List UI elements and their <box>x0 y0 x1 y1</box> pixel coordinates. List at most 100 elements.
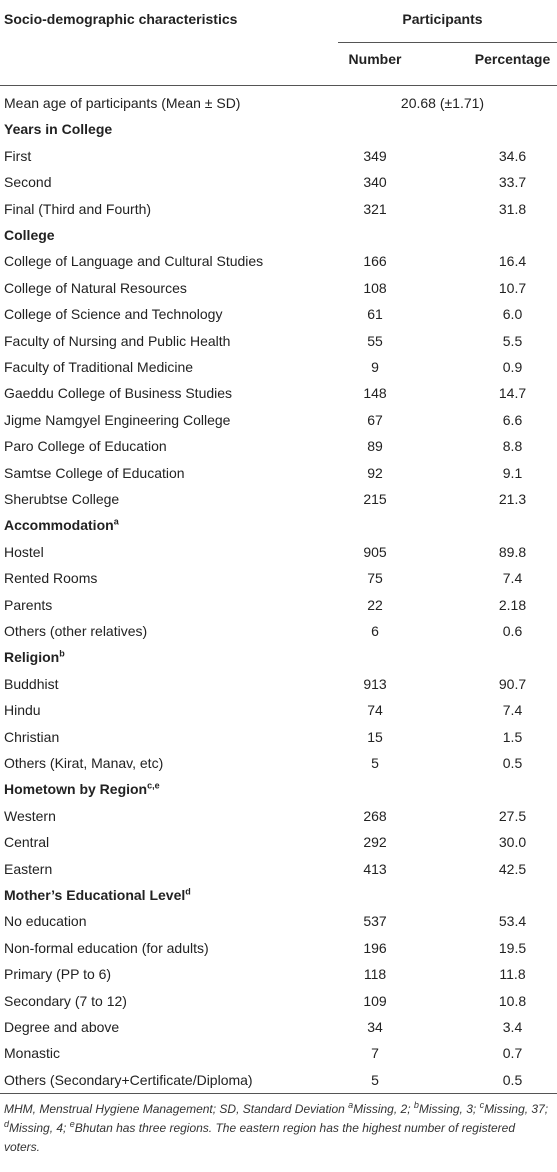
heading-sup: b <box>59 648 65 659</box>
footnote-sup: b <box>413 1100 419 1110</box>
footnote-text: Missing, 2; <box>353 1102 414 1116</box>
row-percentage: 9.1 <box>502 464 523 481</box>
row-label: College of Natural Resources <box>4 279 187 296</box>
table-row: Faculty of Nursing and Public Health 55 5.… <box>0 328 557 354</box>
section-heading: Years in College <box>4 116 112 142</box>
row-label: Samtse College of Education <box>4 464 185 481</box>
row-percentage: 31.8 <box>498 200 527 217</box>
row-label: Faculty of Nursing and Public Health <box>4 332 231 349</box>
heading-text: Hometown by Region <box>4 781 148 798</box>
row-percentage: 30.0 <box>498 834 527 851</box>
table-row: Others (Kirat, Manav, etc) 5 0.5 <box>0 750 557 776</box>
table-row: Sherubtse College 215 21.3 <box>0 486 557 512</box>
table-row: Final (Third and Fourth) 321 31.8 <box>0 196 557 222</box>
row-number: 89 <box>367 438 383 455</box>
row-number: 321 <box>363 200 387 217</box>
row-number: 61 <box>367 306 383 323</box>
table-row: Gaeddu College of Business Studies 148 14.… <box>0 380 557 406</box>
row-label: College of Language and Cultural Studies <box>4 253 264 270</box>
table-row: Buddhist 913 90.7 <box>0 671 557 697</box>
row-number: 340 <box>363 174 387 191</box>
row-percentage: 10.8 <box>498 992 527 1009</box>
table-row: Hindu 74 7.4 <box>0 697 557 723</box>
header-percentage: Percentage <box>474 51 551 67</box>
row-percentage: 11.8 <box>499 966 526 983</box>
section-heading: College <box>4 222 55 248</box>
row-percentage: 8.8 <box>502 438 523 455</box>
table-row: Primary (PP to 6) 118 11.8 <box>0 961 557 987</box>
row-number: 108 <box>363 279 387 296</box>
row-percentage: 0.7 <box>502 1045 523 1062</box>
row-percentage: 53.4 <box>498 913 527 930</box>
row-percentage: 1.5 <box>502 728 523 745</box>
table-row: Secondary (7 to 12) 109 10.8 <box>0 988 557 1014</box>
row-label: College of Science and Technology <box>4 306 223 323</box>
row-label: Others (other relatives) <box>4 623 148 639</box>
row-label: No education <box>4 913 87 930</box>
row-percentage: 0.9 <box>502 359 523 375</box>
row-number: 5 <box>371 755 379 771</box>
table-row: Religionb <box>0 644 557 670</box>
row-label: Sherubtse College <box>4 491 120 507</box>
footnote-text: Missing, 37; <box>484 1102 549 1116</box>
table-row: Hometown by Regionc,e <box>0 776 557 802</box>
row-number: 109 <box>363 992 387 1009</box>
table-row: College of Natural Resources 108 10.7 <box>0 275 557 301</box>
table-row: Non-formal education (for adults) 196 19.5 <box>0 935 557 961</box>
row-label: Faculty of Traditional Medicine <box>4 359 194 375</box>
table-row: Rented Rooms 75 7.4 <box>0 565 557 591</box>
row-percentage: 0.5 <box>502 1071 523 1088</box>
heading-sup: c,e <box>147 780 160 791</box>
group-rule <box>338 42 557 43</box>
table-row: Others (other relatives) 6 0.6 <box>0 618 557 644</box>
row-label: Final (Third and Fourth) <box>4 200 152 217</box>
row-label: Others (Secondary+Certificate/Diploma) <box>4 1071 253 1088</box>
row-label: Jigme Namgyel Engineering College <box>4 411 231 428</box>
header-group: Participants <box>402 11 483 27</box>
row-number: 215 <box>363 491 387 507</box>
row-number: 913 <box>363 675 387 692</box>
row-number: 92 <box>367 464 383 481</box>
footnote-text: Missing, 4; <box>9 1121 70 1135</box>
heading-sup: a <box>113 516 119 527</box>
row-percentage: 5.5 <box>502 332 523 349</box>
row-percentage: 42.5 <box>498 860 527 877</box>
table-row: Monastic 7 0.7 <box>0 1040 557 1066</box>
footnote-sup: c <box>479 1100 485 1110</box>
row-label: Buddhist <box>4 675 59 692</box>
section-heading: Mother’s Educational Leveld <box>4 882 191 908</box>
footnote-sup: e <box>69 1119 75 1129</box>
row-number: 55 <box>367 332 383 349</box>
table-row: Second 340 33.7 <box>0 169 557 195</box>
row-number: 6 <box>371 623 379 639</box>
table-row: Samtse College of Education 92 9.1 <box>0 460 557 486</box>
row-number: 166 <box>363 253 387 270</box>
row-label: Monastic <box>4 1045 61 1062</box>
table-row: Central 292 30.0 <box>0 829 557 855</box>
row-percentage: 0.6 <box>502 623 523 639</box>
row-number: 118 <box>363 966 387 983</box>
row-number: 5 <box>371 1071 379 1088</box>
row-percentage: 16.4 <box>498 253 527 270</box>
row-value: 20.68 (±1.71) <box>400 95 485 111</box>
row-percentage: 2.18 <box>498 596 527 613</box>
table-row: College of Language and Cultural Studies… <box>0 248 557 274</box>
row-percentage: 14.7 <box>498 385 527 402</box>
heading-text: Accommodation <box>4 517 114 534</box>
table-row: Others (Secondary+Certificate/Diploma) 5 0… <box>0 1067 557 1093</box>
footnote: MHM, Menstrual Hygiene Management; SD, S… <box>4 1100 552 1157</box>
row-percentage: 19.5 <box>498 939 527 956</box>
section-heading: Religionb <box>4 644 65 670</box>
row-label: Others (Kirat, Manav, etc) <box>4 755 164 771</box>
table-row: Accommodationa <box>0 512 557 538</box>
row-label: Eastern <box>4 860 53 877</box>
row-label: Hostel <box>4 543 44 560</box>
table-row: Faculty of Traditional Medicine 9 0.9 <box>0 354 557 380</box>
row-label: First <box>4 147 32 164</box>
row-number: 75 <box>367 570 383 587</box>
row-number: 905 <box>363 543 387 560</box>
row-percentage: 21.3 <box>498 491 527 507</box>
row-number: 7 <box>371 1045 379 1062</box>
row-number: 34 <box>367 1019 383 1035</box>
row-percentage: 6.0 <box>502 306 523 323</box>
